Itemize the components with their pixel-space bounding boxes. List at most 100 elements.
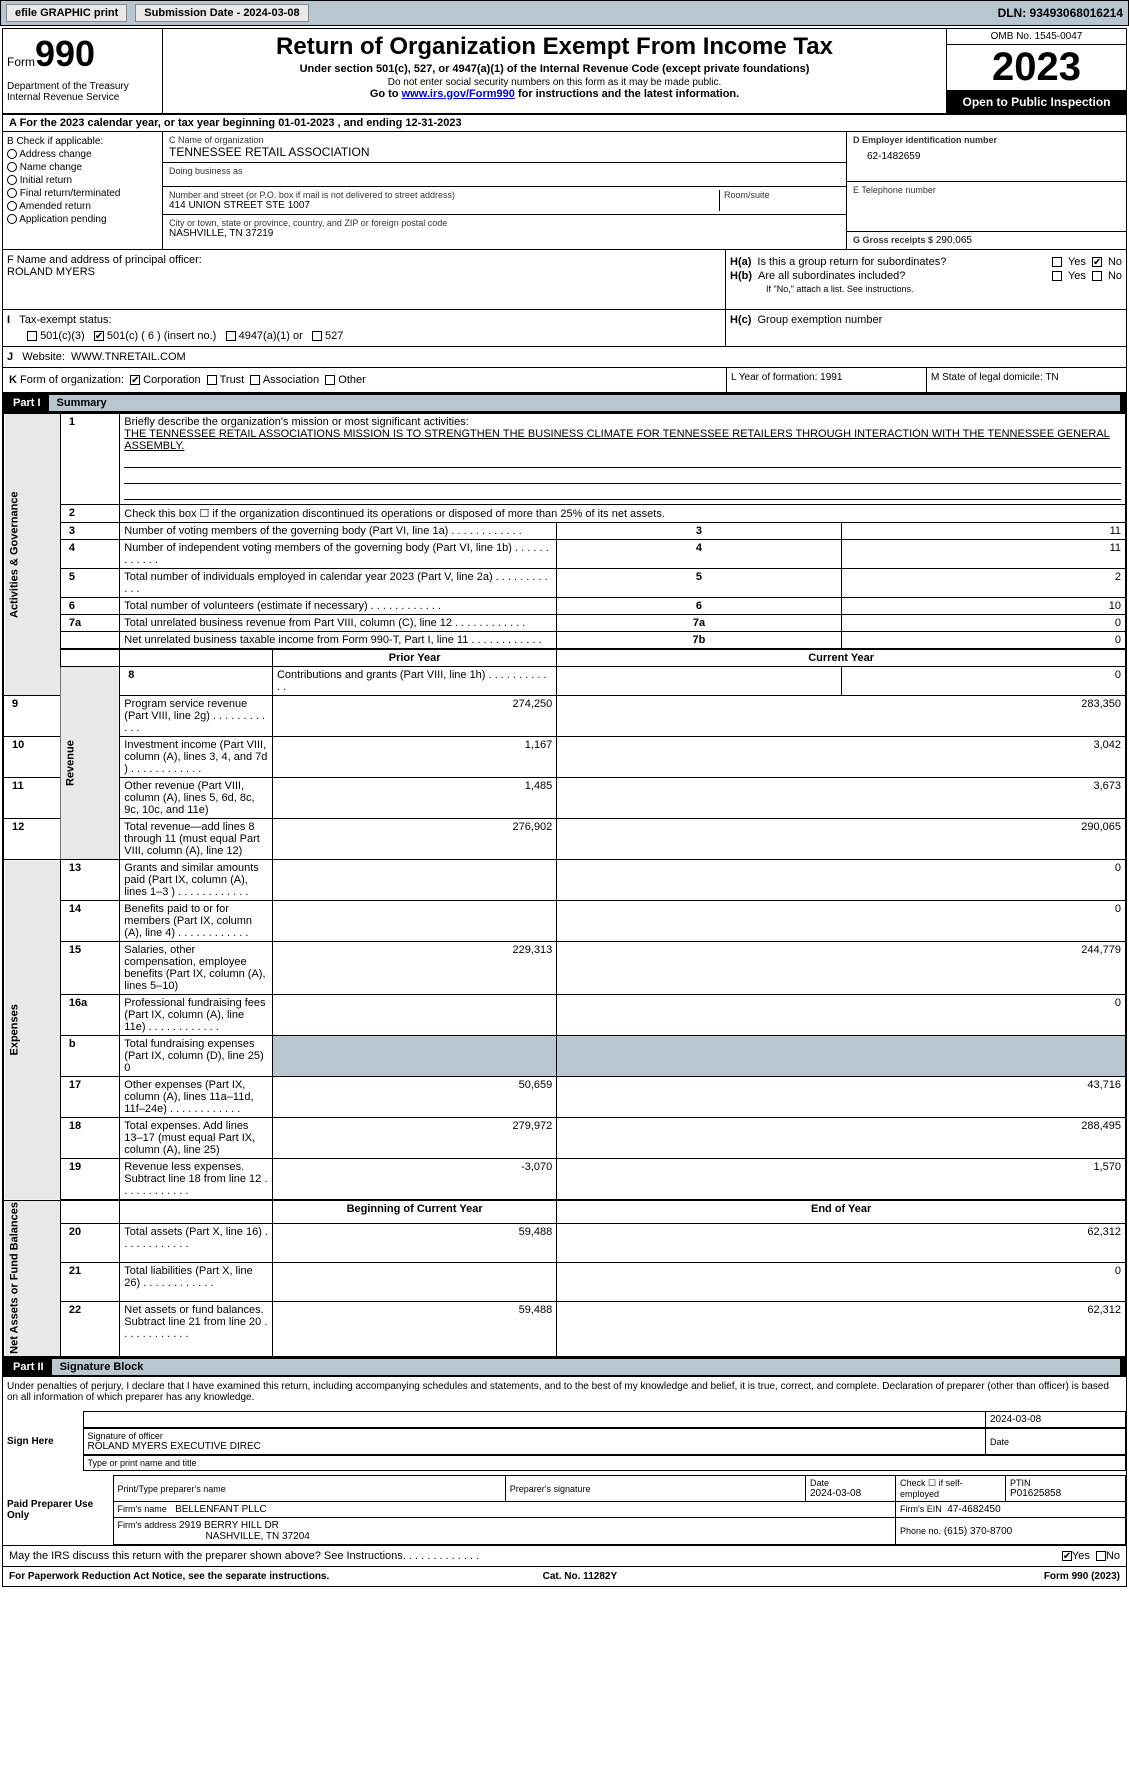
chk-final[interactable] — [7, 188, 17, 198]
v4: 11 — [841, 540, 1125, 569]
chk-assoc[interactable] — [250, 375, 260, 385]
vtab-revenue: Revenue — [60, 667, 119, 860]
chk-initial[interactable] — [7, 175, 17, 185]
gross-value: 290,065 — [936, 235, 972, 246]
vtab-netassets: Net Assets or Fund Balances — [4, 1200, 61, 1357]
part1-num: Part I — [9, 395, 49, 411]
box-b: B Check if applicable: Address change Na… — [3, 132, 163, 249]
efile-btn[interactable]: efile GRAPHIC print — [6, 4, 127, 22]
hb-no[interactable] — [1092, 271, 1102, 281]
chk-name[interactable] — [7, 162, 17, 172]
chk-amended[interactable] — [7, 201, 17, 211]
form-subtitle: Under section 501(c), 527, or 4947(a)(1)… — [167, 63, 942, 75]
form-title: Return of Organization Exempt From Incom… — [167, 33, 942, 61]
paid-preparer-label: Paid Preparer Use Only — [3, 1476, 113, 1545]
submission-btn[interactable]: Submission Date - 2024-03-08 — [135, 4, 308, 22]
part2-header: Part II Signature Block — [3, 1357, 1126, 1377]
dba-label: Doing business as — [169, 166, 840, 176]
chk-501c3[interactable] — [27, 331, 37, 341]
v7a: 0 — [841, 615, 1125, 632]
ptin-value: P01625858 — [1010, 1488, 1061, 1499]
ein-value: 62-1482659 — [853, 145, 1120, 162]
dln-text: DLN: 93493068016214 — [998, 6, 1123, 20]
chk-527[interactable] — [312, 331, 322, 341]
v7b: 0 — [841, 632, 1125, 650]
v3: 11 — [841, 523, 1125, 540]
summary-table: Activities & Governance 1 Briefly descri… — [3, 413, 1126, 1357]
city-value: NASHVILLE, TN 37219 — [169, 228, 840, 239]
sign-here-table: Sign Here 2024-03-08 Signature of office… — [3, 1411, 1126, 1471]
chk-other[interactable] — [325, 375, 335, 385]
officer-name: ROLAND MYERS — [7, 266, 721, 278]
officer-label: F Name and address of principal officer: — [7, 254, 721, 266]
part1-title: Summary — [49, 395, 1120, 411]
ha-no[interactable] — [1092, 257, 1102, 267]
firm-address: 2919 BERRY HILL DR — [179, 1520, 279, 1531]
discuss-no[interactable] — [1096, 1551, 1106, 1561]
org-name: TENNESSEE RETAIL ASSOCIATION — [169, 145, 840, 159]
row-a-calendar: A For the 2023 calendar year, or tax yea… — [3, 115, 1126, 132]
sig-date: 2024-03-08 — [986, 1412, 1126, 1429]
part1-header: Part I Summary — [3, 393, 1126, 413]
line2: Check this box ☐ if the organization dis… — [120, 505, 1126, 523]
declaration-text: Under penalties of perjury, I declare th… — [3, 1377, 1126, 1407]
footer-left: For Paperwork Reduction Act Notice, see … — [9, 1571, 329, 1582]
row-k: K Form of organization: Corporation Trus… — [3, 368, 726, 392]
form-label: Form — [7, 55, 35, 69]
firm-phone: (615) 370-8700 — [944, 1526, 1012, 1537]
dept-text: Department of the Treasury Internal Reve… — [7, 81, 158, 103]
v6: 10 — [841, 598, 1125, 615]
vtab-expenses: Expenses — [4, 860, 61, 1201]
form-number: 990 — [35, 33, 95, 74]
discuss-row: May the IRS discuss this return with the… — [3, 1545, 1126, 1566]
form-header: Form990 Department of the Treasury Inter… — [3, 29, 1126, 115]
tax-year: 2023 — [947, 45, 1126, 91]
prior-hdr: Prior Year — [272, 649, 556, 667]
paid-preparer-table: Paid Preparer Use Only Print/Type prepar… — [3, 1475, 1126, 1545]
room-label: Room/suite — [724, 190, 840, 200]
hb-yes[interactable] — [1052, 271, 1062, 281]
hb-note: If "No," attach a list. See instructions… — [730, 284, 1122, 294]
ha-yes[interactable] — [1052, 257, 1062, 267]
chk-trust[interactable] — [207, 375, 217, 385]
officer-signature: ROLAND MYERS EXECUTIVE DIREC — [88, 1441, 982, 1452]
row-l: L Year of formation: 1991 — [726, 368, 926, 392]
sign-here-label: Sign Here — [3, 1412, 83, 1471]
irs-link[interactable]: Go to www.irs.gov/Form990 for instructio… — [167, 88, 942, 100]
box-hc: H(c) Group exemption number — [726, 310, 1126, 346]
firm-name: BELLENFANT PLLC — [175, 1504, 267, 1515]
part2-num: Part II — [9, 1359, 52, 1375]
row-i: I Tax-exempt status: 501(c)(3) 501(c) ( … — [3, 310, 726, 346]
chk-501c[interactable] — [94, 331, 104, 341]
box-c: C Name of organization TENNESSEE RETAIL … — [163, 132, 846, 249]
ssn-note: Do not enter social security numbers on … — [167, 77, 942, 88]
part2-title: Signature Block — [52, 1359, 1120, 1375]
chk-4947[interactable] — [226, 331, 236, 341]
street-value: 414 UNION STREET STE 1007 — [169, 200, 715, 211]
line1-text: Briefly describe the organization's miss… — [124, 416, 468, 428]
chk-pending[interactable] — [7, 214, 17, 224]
omb-number: OMB No. 1545-0047 — [947, 29, 1126, 45]
footer-cat: Cat. No. 11282Y — [543, 1571, 617, 1582]
chk-corp[interactable] — [130, 375, 140, 385]
chk-address[interactable] — [7, 149, 17, 159]
mission-text: THE TENNESSEE RETAIL ASSOCIATIONS MISSIO… — [124, 428, 1110, 452]
street-label: Number and street (or P.O. box if mail i… — [169, 190, 715, 200]
box-b-label: B Check if applicable: — [7, 136, 158, 147]
row-m: M State of legal domicile: TN — [926, 368, 1126, 392]
row-j: J Website: WWW.TNRETAIL.COM — [3, 347, 1126, 367]
footer-right: Form 990 (2023) — [1044, 1571, 1120, 1582]
form-990-container: Form990 Department of the Treasury Inter… — [2, 28, 1127, 1587]
website-value[interactable]: WWW.TNRETAIL.COM — [71, 351, 186, 363]
city-label: City or town, state or province, country… — [169, 218, 840, 228]
ein-label: D Employer identification number — [853, 135, 1120, 145]
box-h: H(a) Is this a group return for subordin… — [726, 250, 1126, 309]
public-inspection: Open to Public Inspection — [947, 91, 1126, 113]
discuss-yes[interactable] — [1062, 1551, 1072, 1561]
top-bar: efile GRAPHIC print Submission Date - 20… — [0, 0, 1129, 26]
phone-label: E Telephone number — [853, 185, 1120, 195]
firm-ein: 47-4682450 — [947, 1504, 1000, 1515]
box-de: D Employer identification number 62-1482… — [846, 132, 1126, 249]
box-f: F Name and address of principal officer:… — [3, 250, 726, 309]
vtab-governance: Activities & Governance — [4, 414, 61, 696]
